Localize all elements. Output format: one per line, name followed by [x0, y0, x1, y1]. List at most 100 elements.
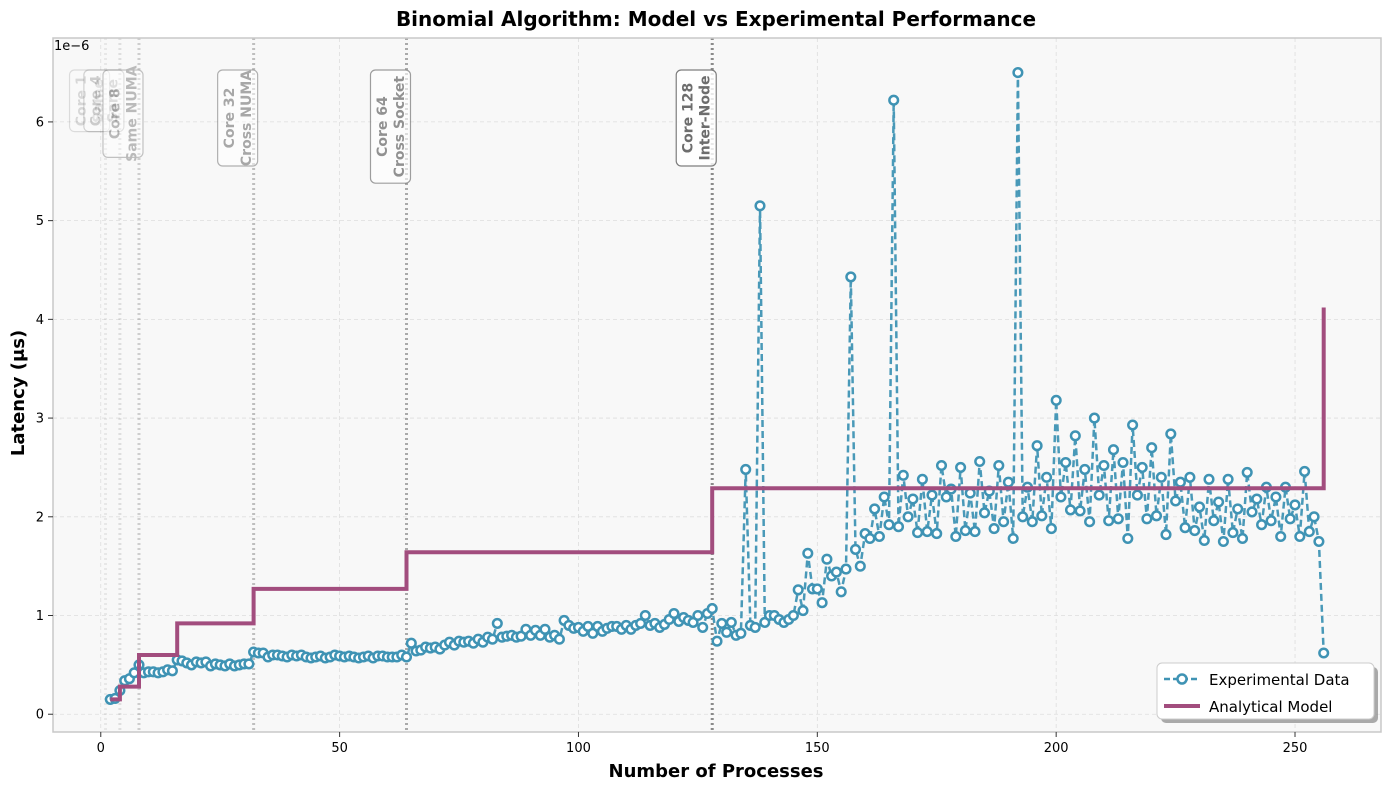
experimental-point [864, 532, 876, 545]
annotation-text: Core 128 [681, 83, 697, 153]
experimental-point [1270, 491, 1282, 503]
experimental-point [1150, 510, 1163, 522]
experimental-point [921, 526, 933, 538]
y-offset-label: 1e−6 [54, 39, 89, 54]
experimental-point [802, 547, 814, 559]
experimental-point [998, 516, 1010, 528]
experimental-point [706, 603, 718, 615]
experimental-point [1127, 419, 1139, 431]
annotation-text: Core 64 [375, 96, 391, 157]
threshold-annotation: Core 32 Cross NUMA [217, 69, 259, 167]
experimental-point [1289, 499, 1301, 511]
experimental-point [1103, 515, 1115, 527]
experimental-point [892, 521, 905, 533]
experimental-point [1131, 489, 1143, 501]
experimental-point [1241, 466, 1253, 478]
y-tick-label: 1 [36, 609, 44, 624]
experimental-point [1002, 476, 1014, 488]
experimental-point [1050, 394, 1062, 406]
experimental-point [926, 489, 938, 501]
plot-frame [52, 37, 1382, 733]
experimental-point [400, 651, 413, 663]
experimental-point [912, 527, 924, 539]
x-tick-label: 200 [1044, 741, 1069, 756]
experimental-point [1294, 530, 1306, 543]
experimental-point [1117, 456, 1129, 469]
experimental-point [1064, 504, 1077, 516]
experimental-point [725, 616, 737, 628]
experimental-point [897, 469, 909, 481]
y-tick-label: 6 [36, 115, 44, 130]
experimental-point [978, 507, 991, 519]
experimental-point [1026, 516, 1038, 528]
experimental-point [1213, 496, 1225, 508]
experimental-point [1313, 535, 1325, 548]
annotation-box [68, 69, 111, 133]
experimental-point [1007, 532, 1019, 545]
experimental-point [1088, 412, 1100, 424]
x-tick-label: 100 [566, 741, 591, 756]
experimental-point [1093, 489, 1105, 501]
x-axis-label: Number of Processes [609, 761, 824, 782]
annotation-text: Core 1 [74, 75, 90, 126]
experimental-point [1208, 515, 1220, 527]
experimental-point [1284, 513, 1296, 525]
experimental-point [854, 560, 866, 572]
experimental-point [1017, 511, 1029, 523]
experimental-point [993, 459, 1005, 472]
threshold-annotation: Core 4Same [83, 69, 125, 133]
experimental-point [1256, 519, 1268, 531]
experimental-point [1041, 471, 1053, 483]
experimental-point [849, 543, 862, 555]
experimental-point [697, 621, 709, 633]
legend-experimental-marker [1176, 673, 1188, 685]
experimental-point [740, 463, 752, 475]
experimental-point [940, 491, 952, 503]
annotation-text: Core 4 [88, 75, 104, 126]
experimental-point [754, 200, 766, 212]
experimental-series [104, 67, 1330, 705]
experimental-point [1036, 510, 1048, 522]
experimental-point [988, 523, 1000, 535]
experimental-point [1179, 522, 1191, 534]
experimental-point [902, 511, 914, 523]
experimental-point [1012, 67, 1024, 79]
annotation-text: Same NUMA [124, 65, 140, 162]
experimental-point [486, 633, 499, 645]
y-tick-label: 2 [36, 510, 44, 525]
experimental-point [883, 519, 895, 531]
experimental-point [1303, 526, 1315, 538]
experimental-point [1227, 527, 1239, 539]
y-axis-ticks: 0 1 2 3 4 5 6 [36, 115, 53, 723]
experimental-point [792, 584, 804, 596]
experimental-point [635, 617, 647, 629]
experimental-point [1141, 513, 1153, 525]
plot-area [53, 38, 1381, 732]
experimental-point [1069, 430, 1081, 442]
experimental-point [1232, 503, 1244, 515]
x-tick-label: 50 [331, 741, 348, 756]
x-tick-label: 0 [97, 741, 105, 756]
experimental-point [1265, 515, 1277, 527]
experimental-point [1098, 459, 1110, 472]
model-line [110, 307, 1326, 702]
annotation-box [83, 69, 125, 133]
annotation-box [675, 69, 717, 167]
experimental-point [1074, 505, 1086, 517]
experimental-point [955, 461, 967, 473]
model-series [110, 307, 1326, 702]
experimental-point [1318, 647, 1330, 659]
legend-model-label: Analytical Model [1209, 698, 1332, 716]
experimental-point [243, 658, 255, 670]
experimental-point [811, 583, 823, 595]
experimental-point [974, 455, 986, 468]
experimental-point [711, 635, 723, 647]
experimental-point [916, 473, 928, 485]
x-tick-label: 250 [1283, 741, 1308, 756]
experimental-point [830, 566, 842, 578]
threshold-annotation: Core 8 Same NUMA [102, 65, 144, 162]
annotation-box [102, 69, 144, 159]
experimental-point [1031, 440, 1043, 452]
